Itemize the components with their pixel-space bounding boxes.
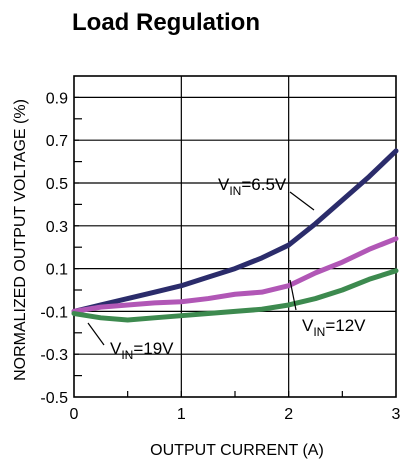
y-tick-label: 0.9 [46,90,68,107]
series-label-2: VIN=12V [302,316,366,339]
series-line-1 [71,148,399,314]
y-tick-label: 0.3 [46,219,68,236]
x-tick-label: 2 [284,406,293,423]
annotation-leader [289,191,315,211]
x-axis-label: OUTPUT CURRENT (A) [150,442,324,459]
y-tick-label: 0.1 [46,262,68,279]
x-tick-label: 0 [70,406,79,423]
x-tick-label: 3 [392,406,401,423]
annotation-leader [289,279,297,311]
y-tick-label: -0.5 [40,390,68,407]
series-lines [71,148,399,323]
series-label-3: VIN=19V [110,339,174,362]
y-tick-label: 0.7 [46,133,68,150]
series-line-3 [71,268,399,323]
y-axis-label: NORMALIZED OUTPUT VOLTAGE (%) [12,99,29,381]
series-label-1: VIN=6.5V [218,175,287,198]
tick-labels: 0 1 2 3 0.9 0.7 0.5 0.3 0.1 -0.1 -0.3 -0.5 [40,90,400,423]
y-tick-label: 0.5 [46,176,68,193]
chart-title: Load Regulation [72,9,260,36]
y-tick-label: -0.1 [40,304,68,321]
y-tick-label: -0.3 [40,347,68,364]
x-tick-label: 1 [177,406,186,423]
series-annotations: VIN=6.5V VIN=12V VIN=19V [87,175,366,362]
series-line-2 [71,236,399,314]
annotation-leader [87,322,105,346]
